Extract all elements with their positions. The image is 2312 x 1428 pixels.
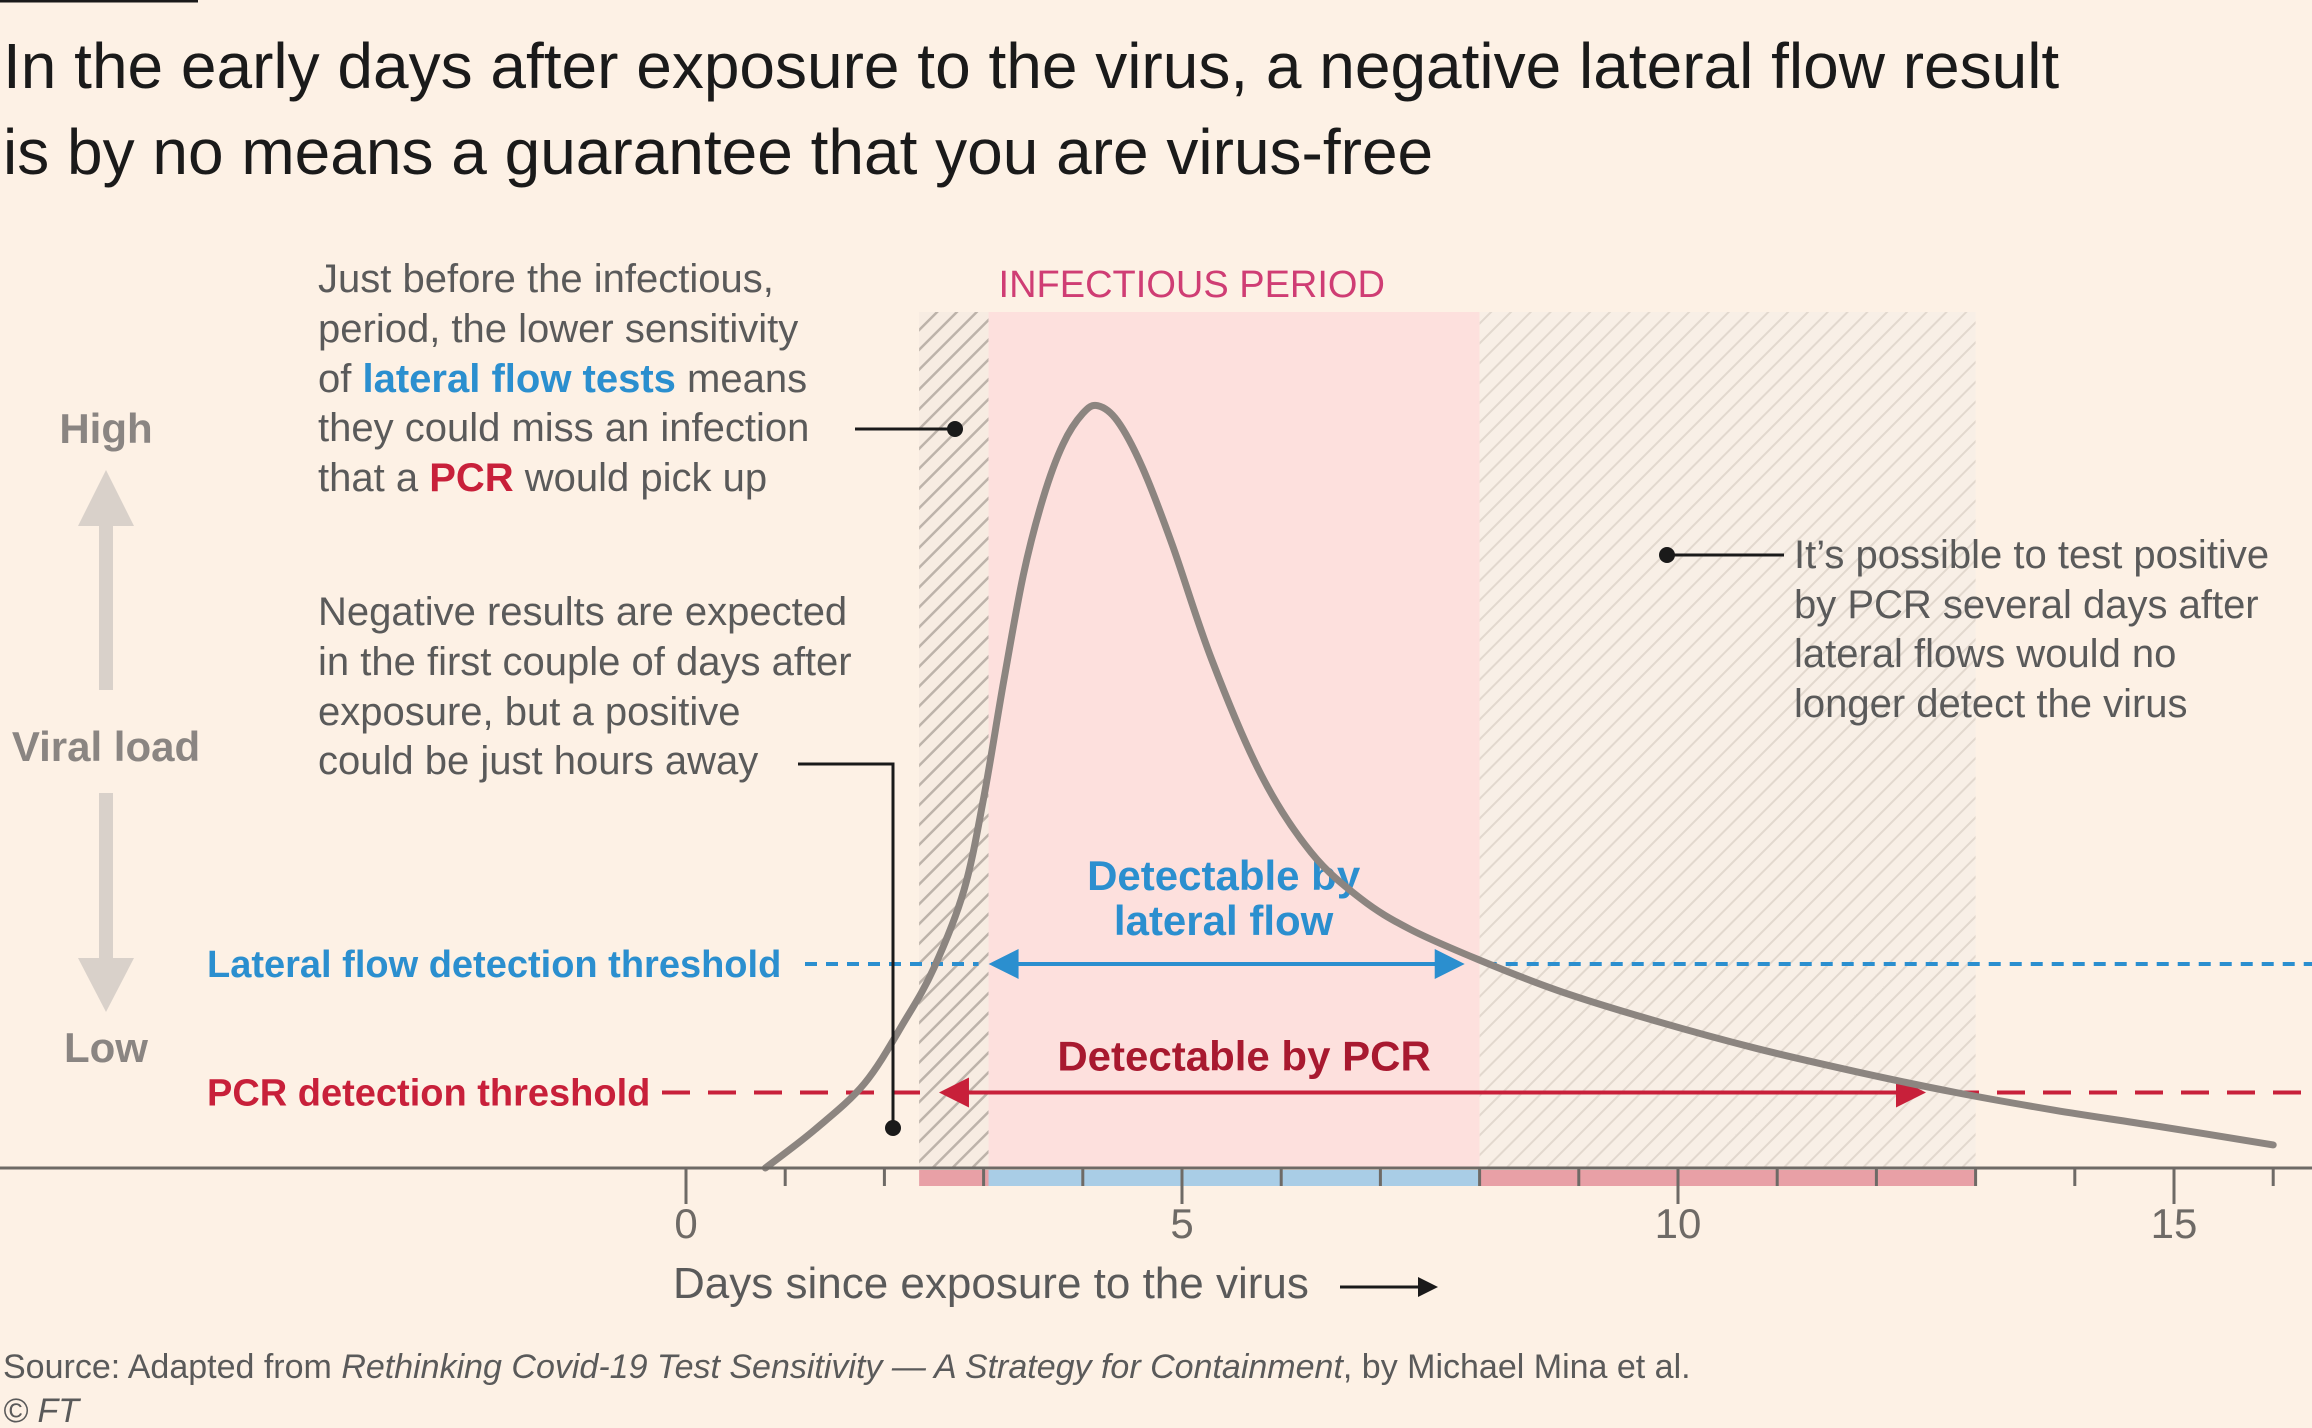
ann-negative-line1: Negative results are expected [318, 590, 847, 634]
ann-before-leader-dot [947, 421, 963, 437]
x-axis-ticks [684, 1168, 2275, 1204]
y-low-label: Low [64, 1024, 148, 1071]
y-high-label: High [59, 405, 152, 452]
x-axis-label-arrowhead [1418, 1277, 1438, 1297]
annotation-negative-results: Negative results are expected in the fir… [318, 590, 852, 783]
pcr-threshold-label: PCR detection threshold [207, 1073, 650, 1115]
ann-after-line1: It’s possible to test positive [1794, 533, 2269, 577]
ann-negative-line2: in the first couple of days after [318, 640, 852, 684]
x-tick-label-15: 15 [2151, 1200, 2198, 1247]
ann-negative-line3: exposure, but a positive [318, 690, 740, 734]
lateral-flow-threshold-label: Lateral flow detection threshold [207, 944, 781, 986]
ann-after-line2: by PCR several days after [1794, 583, 2259, 627]
ann-before-line4: they could miss an infection [318, 406, 809, 450]
chart-title-line2: is by no means a guarantee that you are … [3, 116, 1433, 188]
ann-negative-leader [798, 762, 895, 1128]
infectious-period-label: INFECTIOUS PERIOD [999, 264, 1385, 306]
x-tick-label-0: 0 [674, 1200, 697, 1247]
ann-after-line4: longer detect the virus [1794, 682, 2188, 726]
chart-title-line1: In the early days after exposure to the … [3, 30, 2059, 102]
viral-load-curve [761, 401, 2277, 1172]
ann-negative-leader-dot [885, 1120, 901, 1136]
infectious-period-region [988, 312, 1480, 1168]
ann-before-line2: period, the lower sensitivity [318, 307, 798, 351]
x-tick-label-5: 5 [1170, 1200, 1193, 1247]
y-up-arrowhead [78, 470, 134, 526]
pcr-only-region-after [1479, 312, 1976, 1168]
annotation-before-infectious: Just before the infectious, period, the … [318, 257, 809, 500]
x-axis-label: Days since exposure to the virus [673, 1259, 1309, 1308]
y-down-arrowhead [78, 958, 134, 1012]
annotation-after: It’s possible to test positive by PCR se… [1794, 533, 2269, 726]
ann-after-leader-dot [1659, 547, 1675, 563]
ann-before-line1: Just before the infectious, [318, 257, 774, 301]
pcr-window-label: Detectable by PCR [1057, 1033, 1430, 1080]
ann-before-line5: that a PCR would pick up [318, 456, 767, 500]
lateral-flow-window-bar [988, 1170, 1480, 1186]
ann-negative-line4: could be just hours away [318, 739, 758, 783]
pcr-only-region-before [919, 312, 989, 1168]
lateral-flow-arrowhead-right [1434, 948, 1465, 979]
ann-after-line3: lateral flows would no [1794, 632, 2176, 676]
copyright: © FT [3, 1392, 81, 1428]
y-up-arrow-shaft [99, 522, 113, 690]
lateral-flow-window-label-line2: lateral flow [1114, 897, 1334, 944]
y-down-arrow-shaft [99, 793, 113, 965]
source-note: Source: Adapted from Rethinking Covid-19… [3, 1348, 1691, 1386]
ann-before-line3: of lateral flow tests means [318, 357, 807, 401]
lateral-flow-arrowhead-left [988, 948, 1019, 979]
x-tick-label-10: 10 [1655, 1200, 1702, 1247]
y-axis-label: Viral load [12, 723, 200, 770]
pcr-arrowhead-left [938, 1077, 969, 1108]
